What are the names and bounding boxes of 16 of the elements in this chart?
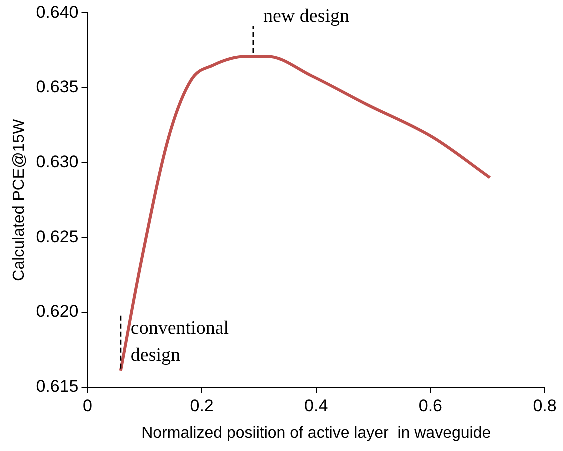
- y-tick-label: 0.640: [36, 2, 79, 22]
- annotation: new design: [264, 6, 350, 28]
- y-tick-label: 0.615: [36, 377, 79, 396]
- y-axis-title: Calculated PCE@15W: [11, 118, 28, 282]
- x-tick-label: 0.2: [190, 396, 214, 416]
- x-axis-title: Normalized posiition of active layer in waveguide: [142, 424, 492, 442]
- y-tick-label: 0.635: [36, 78, 79, 97]
- y-tick-label: 0.625: [36, 227, 79, 246]
- x-tick-label: 0.6: [418, 396, 443, 416]
- x-tick-label: 0.8: [533, 396, 557, 416]
- x-tick-label: 0: [83, 396, 92, 416]
- annotation: conventional design: [130, 318, 230, 366]
- line-series: [119, 55, 492, 372]
- y-tick-label: 0.620: [36, 302, 79, 322]
- x-tick-label: 0.4: [304, 396, 328, 416]
- y-tick-label: 0.630: [36, 152, 79, 172]
